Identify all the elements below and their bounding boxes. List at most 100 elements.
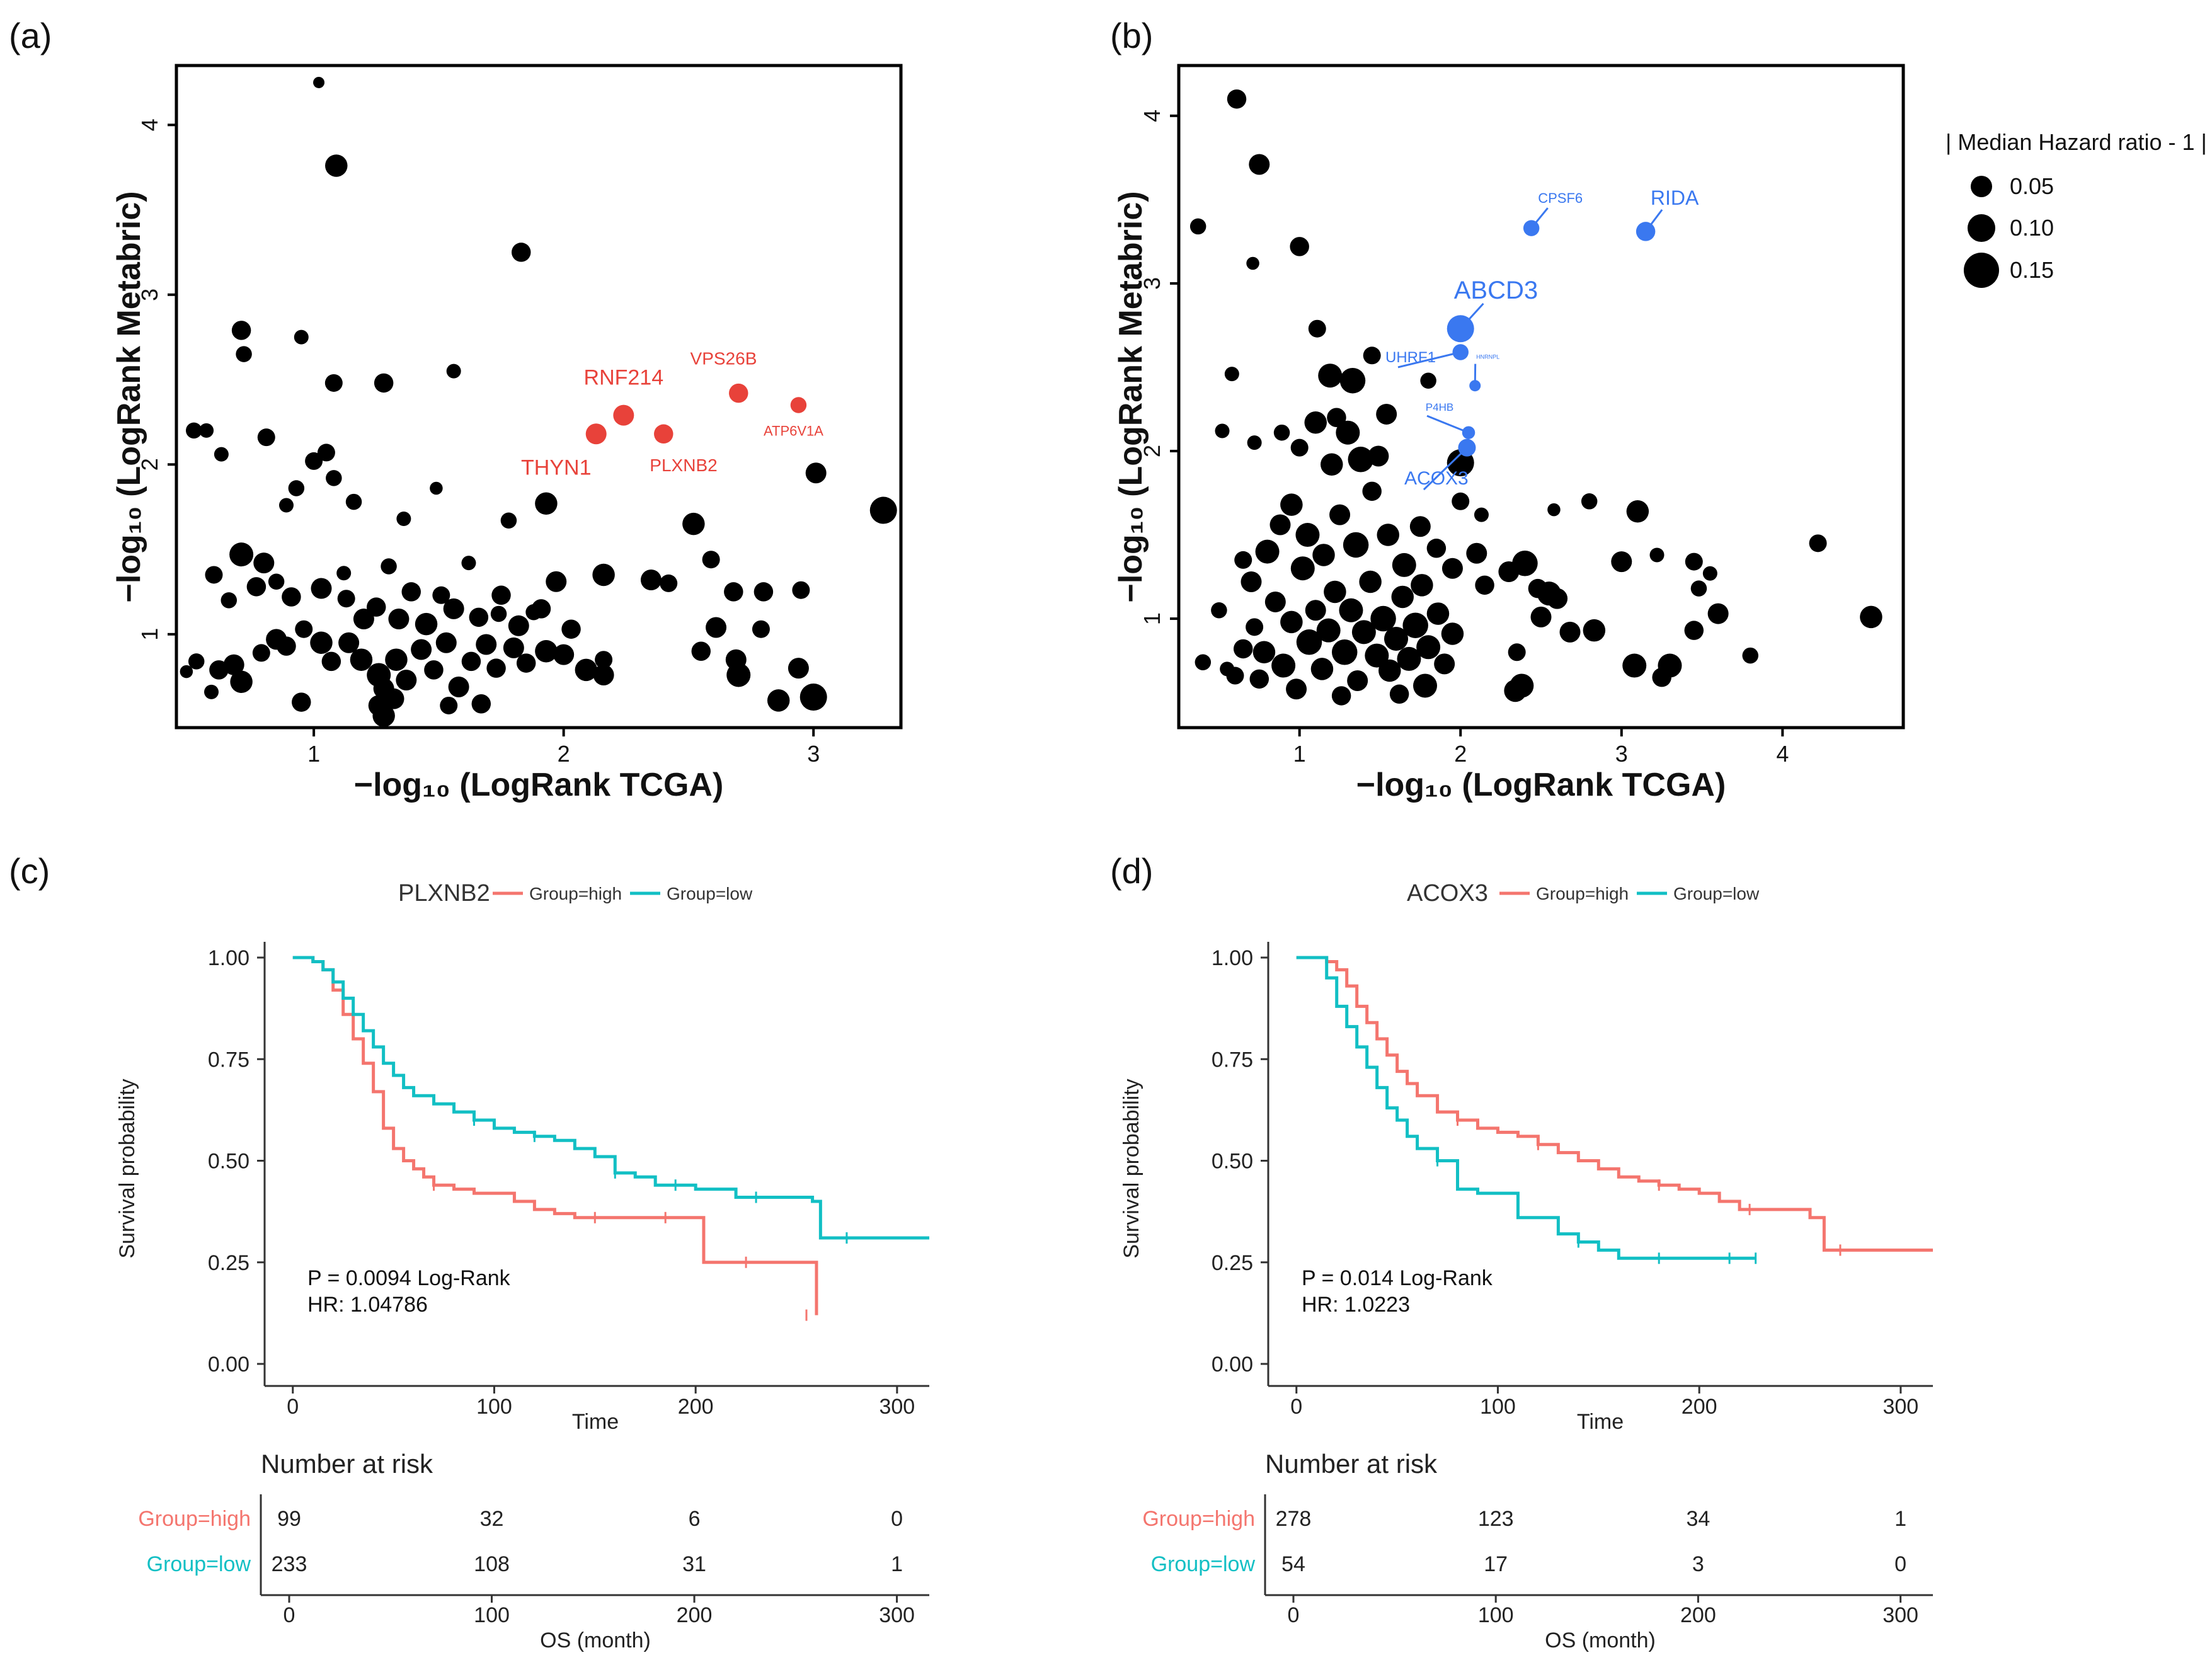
scatter-point: [186, 422, 202, 439]
highlight-label: ACOX3: [1404, 468, 1469, 489]
scatter-point: [396, 512, 411, 527]
scatter-point: [1255, 539, 1280, 564]
panel-label-a: (a): [9, 16, 52, 55]
km-title-d: ACOX3: [1407, 880, 1488, 907]
risk-count: 99: [277, 1507, 301, 1531]
km-y-tick-label: 0.25: [1212, 1251, 1253, 1275]
km-ticks-c: 0 100 200 300 0.00 0.25 0.50 0.75 1.00: [208, 946, 915, 1419]
scatter-panel-a: 1 2 3 1 2 3 4 RNF214 THYN1 VPS26B PLXNB2 ATP6V1A −…: [111, 64, 903, 803]
scatter-point: [223, 654, 244, 675]
scatter-point: [317, 444, 335, 462]
scatter-point: [1365, 643, 1389, 668]
scatter-point: [1347, 670, 1368, 691]
scatter-point: [1426, 602, 1450, 625]
size-legend-label-medium: 0.10: [2010, 215, 2054, 241]
scatter-point: [553, 644, 575, 665]
scatter-point: [724, 582, 743, 602]
highlight-label: VPS26B: [691, 348, 757, 368]
scatter-point: [1474, 507, 1489, 522]
scatter-point: [1685, 552, 1703, 571]
scatter-point: [592, 563, 615, 587]
size-legend-dot-small: [1971, 176, 1992, 197]
scatter-point: [1420, 372, 1436, 389]
risk-x-tick-label: 300: [879, 1603, 915, 1627]
scatter-point: [1391, 585, 1414, 609]
scatter-point: [469, 607, 489, 627]
scatter-point: [1368, 445, 1389, 467]
legend-label-low-d: Group=low: [1673, 884, 1760, 903]
highlight-label: ATP6V1A: [764, 423, 823, 438]
scatter-point: [282, 587, 301, 607]
scatter-point: [446, 363, 461, 379]
scatter-point: [432, 586, 450, 604]
scatter-point: [1324, 580, 1346, 604]
scatter-point: [305, 452, 323, 470]
scatter-point: [1327, 408, 1346, 428]
x-tick-label: 4: [1776, 741, 1789, 767]
x-tick-label: 2: [558, 741, 570, 767]
scatter-point: [1339, 598, 1363, 622]
scatter-point: [231, 321, 251, 340]
scatter-point: [561, 619, 581, 639]
risk-x-tick-label: 300: [1882, 1603, 1918, 1627]
scatter-point: [221, 592, 238, 609]
scatter-point: [246, 577, 266, 597]
scatter-point: [1246, 618, 1264, 636]
highlight-point: [1447, 315, 1474, 343]
km-legend-c: PLXNB2 Group=high Group=low: [398, 880, 753, 907]
scatter-point: [252, 644, 270, 662]
x-tick-label: 1: [307, 741, 320, 767]
x-axis-title-a: −log₁₀ (LogRank TCGA): [354, 767, 724, 803]
scatter-point: [1392, 552, 1416, 577]
scatter-point: [199, 423, 214, 438]
risk-counts-c: 0 100 200 300 99 32 6 0 233 108 31 1: [272, 1507, 915, 1627]
scatter-point: [1702, 566, 1717, 581]
scatter-point: [295, 620, 313, 638]
risk-count: 233: [272, 1552, 307, 1576]
scatter-point: [1434, 653, 1455, 675]
highlight-label: ABCD3: [1454, 277, 1538, 304]
scatter-point: [1280, 493, 1303, 516]
scatter-point: [1363, 346, 1381, 365]
scatter-point: [324, 374, 343, 392]
scatter-point: [767, 689, 790, 712]
highlight-point: [790, 397, 807, 413]
scatter-point: [1389, 684, 1409, 704]
x-axis-title-b: −log₁₀ (LogRank TCGA): [1356, 767, 1726, 803]
x-tick-label: 1: [1293, 741, 1306, 767]
scatter-point: [1226, 667, 1244, 685]
scatter-point: [1402, 612, 1428, 638]
scatter-point: [1343, 532, 1369, 558]
risk-count: 1: [1894, 1507, 1906, 1531]
km-x-tick-label: 0: [287, 1395, 299, 1419]
scatter-point: [1351, 620, 1376, 644]
risk-group-high-d: Group=high: [1142, 1507, 1255, 1531]
scatter-point: [1376, 403, 1397, 425]
scatter-point: [288, 480, 305, 496]
scatter-point: [1809, 534, 1827, 552]
highlight-point: [1462, 426, 1476, 439]
scatter-point: [1249, 669, 1269, 689]
axis-ticks-a: 1 2 3 1 2 3 4: [137, 118, 820, 767]
scatter-point: [1227, 89, 1247, 109]
scatter-point: [660, 574, 678, 592]
km-title-c: PLXNB2: [398, 880, 490, 907]
scatter-point: [1649, 547, 1665, 563]
risk-count: 123: [1478, 1507, 1514, 1531]
risk-count: 17: [1484, 1552, 1508, 1576]
panel-label-c: (c): [9, 851, 50, 891]
km-y-tick-label: 1.00: [208, 946, 249, 970]
km-ticks-d: 0 100 200 300 0.00 0.25 0.50 0.75 1.00: [1212, 946, 1918, 1419]
scatter-point: [257, 428, 275, 447]
scatter-point: [546, 571, 567, 592]
y-axis-title-a: −log₁₀ (LogRank Metabric): [111, 191, 147, 602]
scatter-point: [682, 512, 705, 535]
risk-count: 31: [682, 1552, 706, 1576]
scatter-point: [799, 683, 827, 711]
scatter-point: [1273, 424, 1290, 441]
scatter-point: [214, 447, 229, 462]
scatter-point: [486, 658, 506, 678]
km-y-label-c: Survival probability: [115, 1079, 139, 1258]
highlight-point: [613, 404, 634, 426]
scatter-point: [706, 617, 727, 638]
